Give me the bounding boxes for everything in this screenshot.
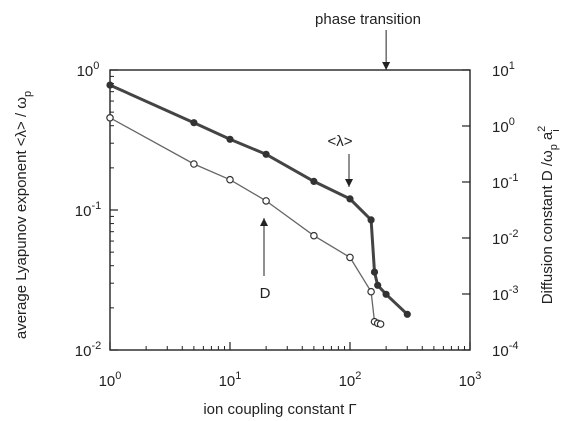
y-right-tick-label-exp: 0 [509,116,515,128]
y-left-title-sub: p [22,91,34,97]
phase-transition-arrow-head [382,62,391,70]
x-axis-title: ion coupling constant Γ [203,401,356,418]
lambda-arrow-head [345,179,353,187]
x-tick-label: 100 [99,370,122,390]
data-point-lyapunov [310,177,318,185]
y-right-tick-label: 10-1 [492,172,518,192]
y-right-tick-label: 10-4 [492,340,518,360]
y-left-tick-label: 100 [77,60,100,80]
data-point-diffusion [226,175,234,184]
x-tick-label-base: 10 [459,373,476,390]
y-left-tick-label-exp: 0 [93,60,99,72]
x-tick-label-exp: 3 [475,370,481,382]
x-tick-label: 102 [339,370,362,390]
x-tick-label-base: 10 [339,373,356,390]
y-right-title-main: Diffusion constant D /ω [539,150,556,304]
data-point-lyapunov [382,290,390,298]
y-left-tick-label-exp: -2 [91,340,101,352]
x-tick-label-base: 10 [99,373,116,390]
data-point-lyapunov [226,135,234,143]
y-right-tick-label-exp: 1 [509,60,515,72]
data-point-lyapunov [106,81,114,89]
y-right-tick-label-exp: -2 [509,228,519,240]
y-left-tick-label-base: 10 [75,203,92,220]
y-left-axis-title: average Lyapunov exponent <λ> / ωp [13,91,34,339]
x-tick-label-exp: 2 [355,370,361,382]
d-arrow-head [260,218,268,226]
data-point-diffusion [367,287,375,296]
y-right-tick-label: 101 [492,60,515,80]
y-left-tick-label: 10-1 [75,200,101,220]
y-left-tick-label-exp: -1 [91,200,101,212]
lambda-annotation: <λ> [327,133,352,150]
y-right-tick-label: 10-3 [492,284,518,304]
y-left-tick-label-base: 10 [75,343,92,360]
y-left-tick-label-base: 10 [77,63,94,80]
data-point-lyapunov [346,195,354,203]
data-point-lyapunov [403,310,411,318]
y-right-tick-label-exp: -3 [509,284,519,296]
y-right-tick-label-base: 10 [492,287,509,304]
phase-transition-annotation: phase transition [315,11,421,28]
series-line-lyapunov [109,83,409,316]
y-right-tick-label-base: 10 [492,343,509,360]
y-right-tick-label: 10-2 [492,228,518,248]
y-right-tick-label-exp: -1 [509,172,519,184]
y-right-title-sub2: i [550,129,562,131]
data-point-lyapunov [190,119,198,127]
y-right-tick-label-base: 10 [492,63,509,80]
data-point-lyapunov [374,281,382,289]
x-tick-label: 103 [459,370,482,390]
data-point-diffusion [376,320,385,328]
data-point-diffusion [190,160,198,168]
x-axis-ticks: 100 101 102 103 [99,342,482,390]
y-right-tick-label-base: 10 [492,231,509,248]
data-point-diffusion [310,231,318,240]
x-tick-label-base: 10 [219,373,236,390]
x-tick-label: 101 [219,370,242,390]
series-layer [106,81,411,328]
y-right-tick-label-exp: -4 [509,340,519,352]
data-point-lyapunov [367,216,375,224]
y-right-tick-label: 100 [492,116,515,136]
x-tick-label-exp: 0 [115,370,121,382]
d-annotation: D [260,285,271,302]
data-point-diffusion [106,114,114,122]
y-right-tick-label-base: 10 [492,175,509,192]
plot-frame [109,69,471,351]
annotation-layer: phase transition <λ> D [260,11,421,302]
data-point-lyapunov [370,268,379,276]
data-point-diffusion [262,197,270,205]
y-right-title-sub: p [548,144,560,150]
y-left-title-main: average Lyapunov exponent <λ> / ω [13,97,30,339]
y-right-tick-label-base: 10 [492,119,509,136]
x-tick-label-exp: 1 [235,370,241,382]
y-right-title-sup: 2 [536,126,548,132]
y-left-tick-label: 10-2 [75,340,101,360]
data-point-lyapunov [262,150,270,158]
y-right-title-tail: a [539,131,556,140]
data-point-diffusion [346,253,354,262]
y-right-axis-title: Diffusion constant D /ωpa2 i [536,126,562,305]
